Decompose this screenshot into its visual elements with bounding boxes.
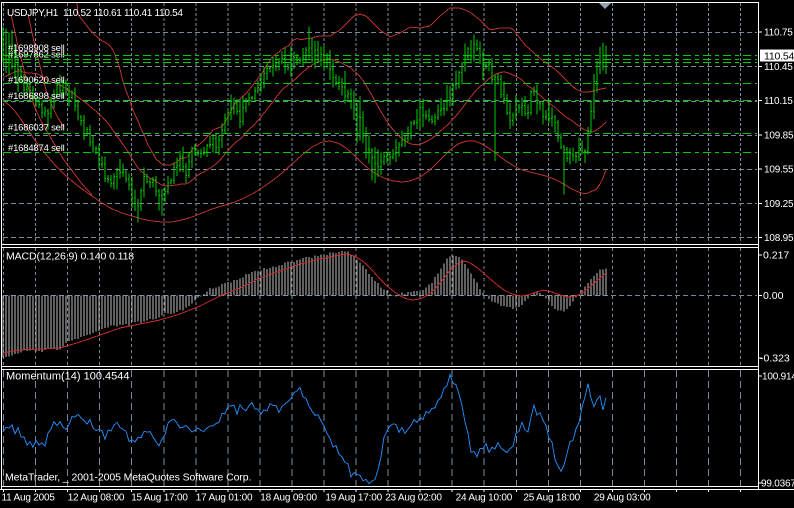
svg-text:29 Aug 03:00: 29 Aug 03:00 xyxy=(594,493,651,504)
svg-text:108.95: 108.95 xyxy=(764,233,794,244)
svg-text:15 Aug 17:00: 15 Aug 17:00 xyxy=(131,493,188,504)
svg-text:23 Aug 02:00: 23 Aug 02:00 xyxy=(385,493,442,504)
svg-text:#1686037 sell: #1686037 sell xyxy=(8,123,65,134)
svg-text:110.15: 110.15 xyxy=(764,96,793,107)
svg-text:MetaTrader, _ 2001-2005 MetaQu: MetaTrader, _ 2001-2005 MetaQuotes Softw… xyxy=(5,472,251,484)
svg-text:#1690620 sell: #1690620 sell xyxy=(8,75,65,86)
svg-text:25 Aug 18:00: 25 Aug 18:00 xyxy=(523,493,580,504)
svg-text:#1698908 sell: #1698908 sell xyxy=(8,43,65,54)
svg-text:110.75: 110.75 xyxy=(764,28,793,39)
svg-text:-0.323: -0.323 xyxy=(760,353,790,365)
svg-text:109.85: 109.85 xyxy=(764,130,794,141)
svg-text:109.55: 109.55 xyxy=(764,165,794,176)
svg-text:100.914: 100.914 xyxy=(762,372,794,383)
svg-text:17 Aug 01:00: 17 Aug 01:00 xyxy=(196,493,253,504)
svg-text:110.54: 110.54 xyxy=(764,51,794,63)
svg-text:#1686898 sell: #1686898 sell xyxy=(8,91,65,102)
svg-text:24 Aug 10:00: 24 Aug 10:00 xyxy=(456,493,513,504)
svg-text:109.25: 109.25 xyxy=(764,199,794,210)
svg-text:Momentum(14) 100.4544: Momentum(14) 100.4544 xyxy=(6,371,130,383)
svg-text:#1684874 sell: #1684874 sell xyxy=(8,143,65,154)
svg-text:11 Aug 2005: 11 Aug 2005 xyxy=(2,493,56,504)
svg-text:99.0367: 99.0367 xyxy=(761,479,794,490)
svg-text:MACD(12,26,9) 0.140 0.118: MACD(12,26,9) 0.140 0.118 xyxy=(6,251,134,263)
svg-text:0.00: 0.00 xyxy=(763,290,784,302)
svg-text:110.45: 110.45 xyxy=(764,62,793,73)
svg-text:0.217: 0.217 xyxy=(763,250,789,262)
svg-text:19 Aug 17:00: 19 Aug 17:00 xyxy=(325,493,382,504)
svg-text:USDJPY,H1 110.52 110.61 110.4: USDJPY,H1 110.52 110.61 110.41 110.54 xyxy=(7,8,183,19)
svg-text:18 Aug 09:00: 18 Aug 09:00 xyxy=(260,493,317,504)
svg-text:12 Aug 08:00: 12 Aug 08:00 xyxy=(68,493,125,504)
